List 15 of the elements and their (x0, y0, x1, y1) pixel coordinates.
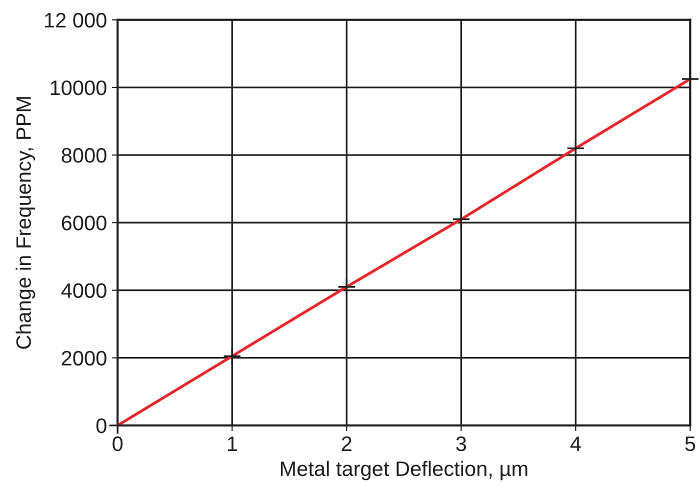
x-axis-title: Metal target Deflection, µm (280, 460, 528, 480)
x-tick-label: 4 (570, 436, 581, 451)
x-tick-label: 0 (112, 436, 123, 452)
y-tick-label: 4000 (61, 283, 106, 298)
y-tick-label: 10000 (50, 80, 106, 96)
y-tick-label: 2000 (62, 350, 106, 366)
y-tick-label: 8000 (62, 148, 106, 163)
y-axis-title: Change in Frequency, PPM (16, 97, 36, 349)
y-tick-label: 6000 (62, 216, 106, 230)
x-tick-label: 3 (456, 436, 466, 452)
x-tick-label: 1 (228, 436, 237, 451)
y-tick-label: 12 000 (45, 12, 106, 28)
x-tick-label: 5 (685, 436, 696, 452)
y-tick-label: 0 (96, 418, 106, 434)
x-tick-label: 2 (342, 436, 352, 451)
